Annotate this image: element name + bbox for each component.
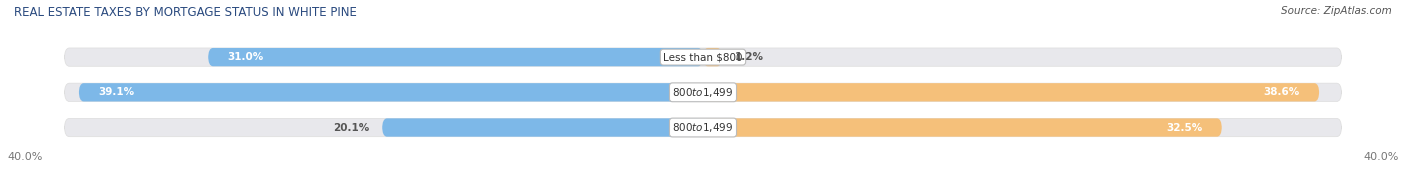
- Text: 1.2%: 1.2%: [735, 52, 763, 62]
- FancyBboxPatch shape: [703, 118, 1222, 137]
- Legend: Without Mortgage, With Mortgage: Without Mortgage, With Mortgage: [588, 193, 818, 196]
- Text: 32.5%: 32.5%: [1167, 122, 1202, 132]
- Text: 40.0%: 40.0%: [1364, 152, 1399, 162]
- FancyBboxPatch shape: [65, 48, 1341, 66]
- Text: 31.0%: 31.0%: [228, 52, 263, 62]
- Text: Less than $800: Less than $800: [664, 52, 742, 62]
- FancyBboxPatch shape: [703, 83, 1319, 102]
- FancyBboxPatch shape: [382, 118, 703, 137]
- Text: 39.1%: 39.1%: [98, 87, 134, 97]
- Text: $800 to $1,499: $800 to $1,499: [672, 86, 734, 99]
- Text: $800 to $1,499: $800 to $1,499: [672, 121, 734, 134]
- FancyBboxPatch shape: [703, 48, 723, 66]
- FancyBboxPatch shape: [65, 118, 1341, 137]
- FancyBboxPatch shape: [65, 83, 1341, 102]
- Text: 38.6%: 38.6%: [1264, 87, 1301, 97]
- Text: 20.1%: 20.1%: [333, 122, 370, 132]
- FancyBboxPatch shape: [79, 83, 703, 102]
- FancyBboxPatch shape: [208, 48, 703, 66]
- Text: Source: ZipAtlas.com: Source: ZipAtlas.com: [1281, 6, 1392, 16]
- Text: REAL ESTATE TAXES BY MORTGAGE STATUS IN WHITE PINE: REAL ESTATE TAXES BY MORTGAGE STATUS IN …: [14, 6, 357, 19]
- Text: 40.0%: 40.0%: [7, 152, 42, 162]
